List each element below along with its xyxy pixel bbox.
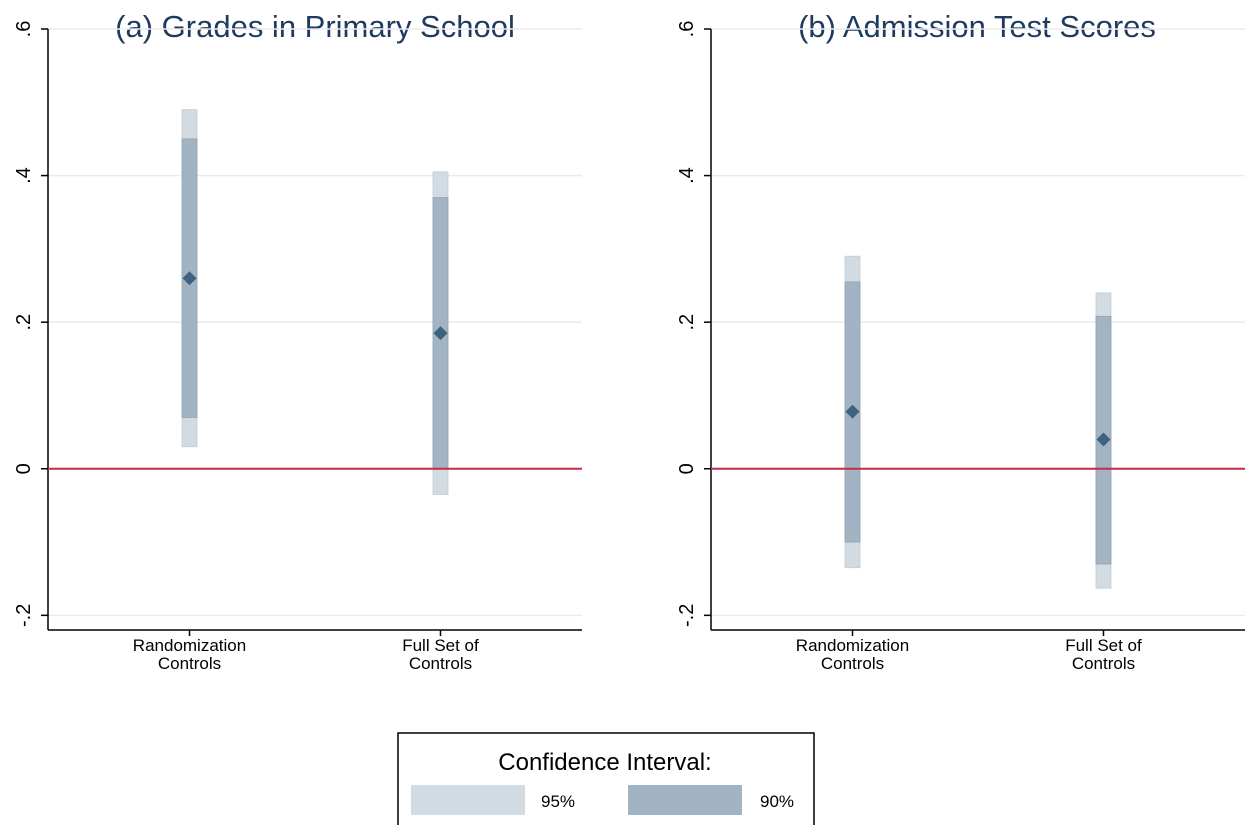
legend-label-95: 95% [541,792,575,811]
legend-label-90: 90% [760,792,794,811]
y-tick-label: .2 [676,314,698,331]
panel-title: (a) Grades in Primary School [115,9,515,44]
x-tick-label: Controls [821,654,884,673]
y-tick-label: -.2 [13,604,35,627]
y-tick-label: -.2 [676,604,698,627]
point-estimate-marker [845,404,860,419]
legend: Confidence Interval: 95% 90% [397,732,815,825]
panel-1: (a) Grades in Primary School -.2 0 .2 .4 .6 Ra… [13,9,582,673]
x-tick-label: Controls [158,654,221,673]
legend-swatch-95 [411,785,525,815]
point-estimate-marker [433,326,448,341]
y-tick-label: .4 [13,167,35,184]
x-tick-label: Controls [409,654,472,673]
y-tick-label: 0 [676,463,698,474]
y-tick-label: .6 [676,21,698,38]
legend-swatch-90 [628,785,742,815]
legend-title: Confidence Interval: [498,749,711,776]
panel-title: (b) Admission Test Scores [798,9,1156,44]
y-tick-label: .6 [13,21,35,38]
x-tick-label: Randomization [133,636,246,655]
y-tick-label: .2 [13,314,35,331]
x-tick-label: Full Set of [1065,636,1142,655]
x-tick-label: Controls [1072,654,1135,673]
y-tick-label: .4 [676,167,698,184]
panel-2: (b) Admission Test Scores -.2 0 .2 .4 .6 Rando… [676,9,1245,673]
point-estimate-marker [1096,432,1111,447]
point-estimate-marker [182,271,197,286]
y-tick-label: 0 [13,463,35,474]
x-tick-label: Full Set of [402,636,479,655]
x-tick-label: Randomization [796,636,909,655]
